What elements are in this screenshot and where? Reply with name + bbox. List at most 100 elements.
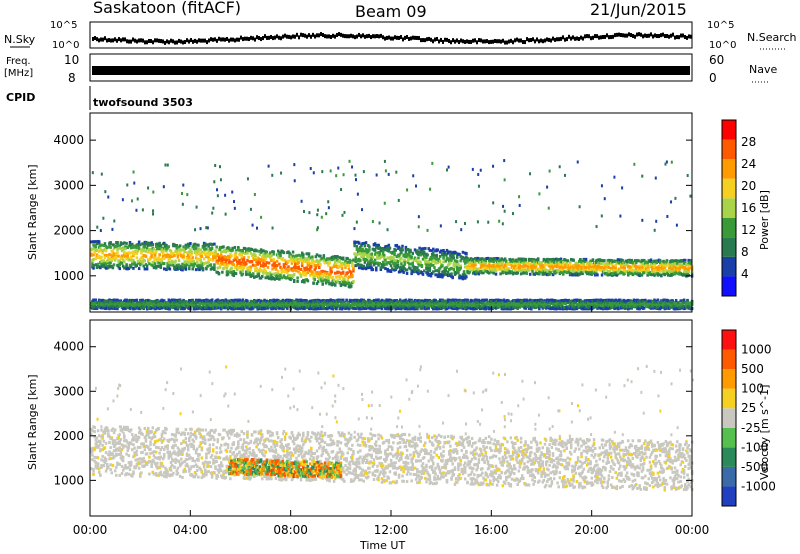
nsky-mark — [404, 35, 406, 40]
power-mark — [357, 241, 361, 245]
power-mark — [331, 275, 335, 279]
nsky-mark — [340, 32, 342, 37]
power-mark — [351, 274, 354, 278]
power-mark — [564, 258, 567, 262]
power-mark — [119, 241, 123, 245]
power-mark — [391, 267, 394, 271]
power-mark — [257, 305, 261, 309]
power-mark — [292, 278, 296, 282]
power-mark — [117, 254, 120, 258]
power-mark — [687, 270, 690, 274]
power-mark — [261, 269, 264, 273]
power-mark — [512, 271, 516, 275]
power-mark — [465, 275, 468, 279]
power-mark — [300, 264, 304, 268]
power-mark — [141, 260, 144, 264]
nsky-mark — [646, 33, 648, 38]
power-mark — [136, 249, 140, 253]
power-mark — [192, 264, 196, 268]
power-mark — [475, 268, 478, 272]
power-mark — [395, 243, 399, 247]
power-mark — [291, 254, 295, 258]
nsky-mark — [262, 36, 264, 41]
nsky-frame — [89, 21, 693, 49]
nsky-mark — [634, 34, 636, 39]
power-mark — [442, 248, 445, 252]
power-mark — [202, 302, 206, 306]
power-mark — [226, 254, 230, 258]
power-mark — [377, 263, 380, 267]
power-mark — [345, 264, 348, 268]
power-mark — [198, 263, 201, 267]
power-mark — [108, 298, 111, 302]
power-mark — [209, 258, 213, 262]
power-mark — [459, 259, 462, 263]
power-mark — [331, 255, 335, 259]
power-mark — [340, 267, 344, 271]
power-mark — [559, 257, 563, 261]
power-mark — [452, 268, 456, 272]
power-mark — [450, 272, 453, 276]
nsky-mark — [326, 34, 328, 39]
power-mark — [370, 252, 373, 256]
nsky-mark — [362, 33, 364, 38]
nsky-mark — [170, 38, 172, 43]
nsky-mark — [410, 36, 412, 41]
power-mark — [315, 253, 319, 257]
power-mark — [280, 276, 283, 280]
power-mark — [290, 267, 294, 271]
power-mark — [145, 246, 149, 250]
power-mark — [278, 256, 281, 260]
nsky-mark — [298, 35, 300, 40]
power-mark — [93, 250, 96, 254]
nsky-series — [92, 32, 692, 45]
power-mark — [448, 259, 451, 263]
power-mark — [459, 264, 462, 268]
power-mark — [367, 263, 370, 267]
nsky-mark — [658, 34, 660, 39]
power-mark — [646, 270, 649, 274]
power-mark — [291, 269, 295, 273]
power-mark — [237, 307, 240, 311]
power-mark — [288, 299, 291, 303]
power-mark — [503, 270, 507, 274]
power-mark — [352, 269, 355, 273]
power-mark — [115, 244, 118, 248]
power-mark — [426, 253, 429, 257]
power-mark — [368, 248, 371, 252]
power-mark — [327, 280, 330, 284]
power-mark — [307, 257, 311, 261]
power-mark — [105, 246, 109, 250]
power-mark — [194, 246, 198, 250]
power-mark — [170, 298, 174, 302]
nsky-mark — [670, 33, 672, 38]
power-mark — [419, 261, 423, 265]
power-mark — [432, 251, 435, 255]
nsky-mark — [160, 39, 162, 44]
power-mark — [645, 267, 648, 271]
power-mark — [238, 266, 241, 270]
power-mark — [216, 304, 220, 308]
power-mark — [158, 253, 161, 257]
nsky-mark — [586, 34, 588, 39]
power-mark — [360, 255, 363, 259]
power-mark — [290, 261, 294, 265]
power-mark — [449, 261, 452, 265]
nsky-mark — [150, 39, 152, 44]
power-mark — [264, 263, 267, 267]
nsky-mark — [484, 39, 486, 44]
power-mark — [129, 255, 133, 259]
power-mark — [318, 265, 321, 269]
nsky-mark — [684, 35, 686, 40]
power-mark — [516, 262, 519, 266]
power-mark — [270, 254, 273, 258]
power-mark — [339, 271, 343, 275]
nsky-mark — [270, 34, 272, 39]
nsky-mark — [606, 33, 608, 38]
nsky-mark — [290, 35, 292, 40]
power-mark — [637, 259, 640, 263]
power-mark — [454, 251, 458, 255]
power-mark — [451, 276, 454, 280]
nsky-mark — [316, 33, 318, 38]
power-mark — [349, 284, 353, 288]
